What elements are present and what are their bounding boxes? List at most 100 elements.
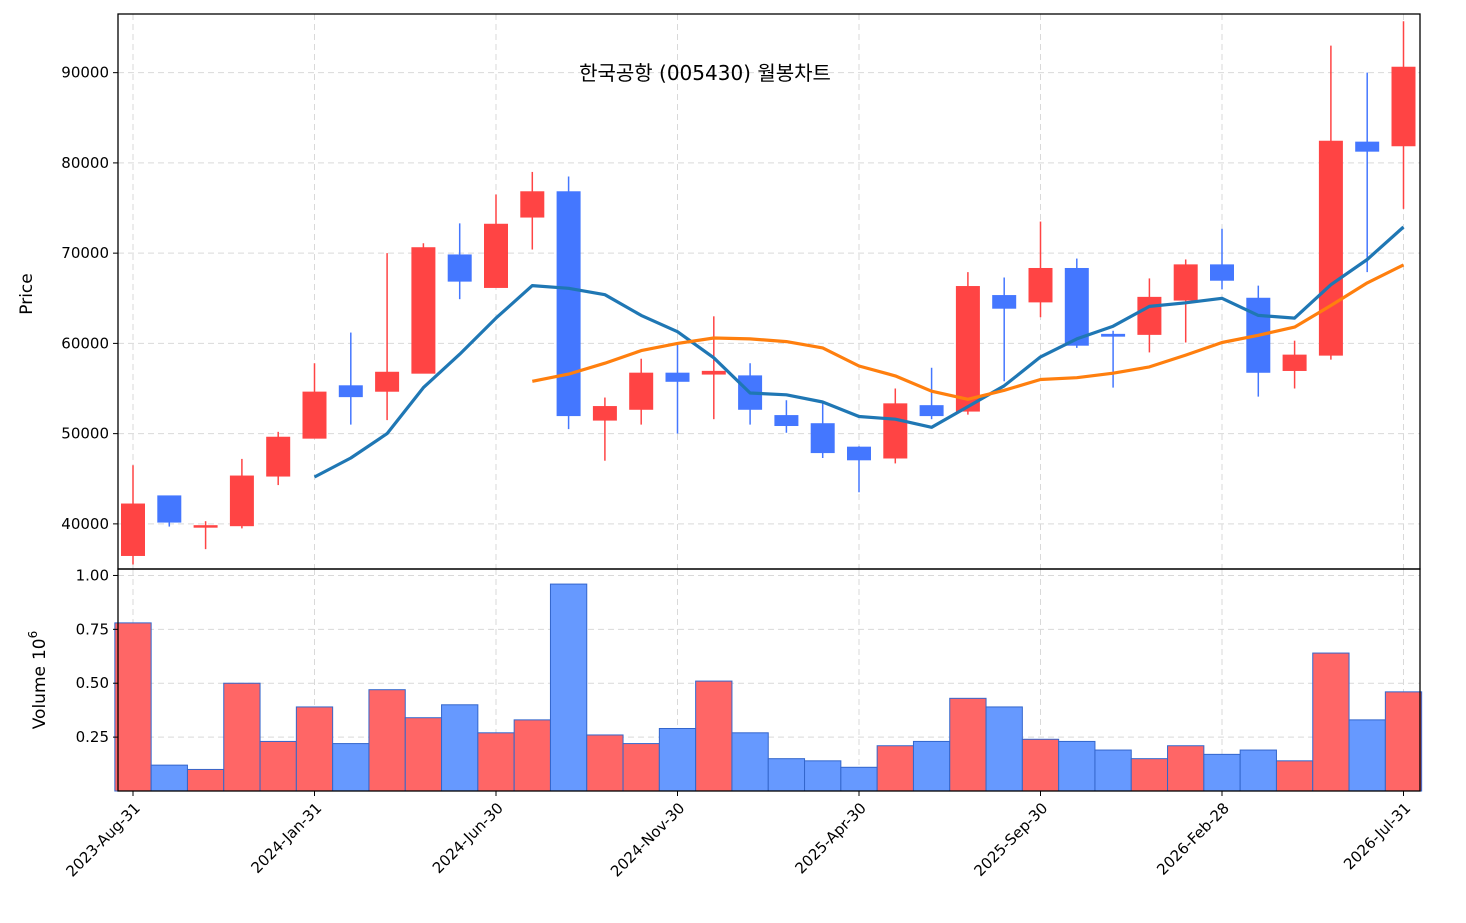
volume-tick-label: 0.50 [76, 674, 109, 692]
volume-bars [114, 583, 1423, 792]
price-axis-label: Price [17, 273, 37, 314]
candle-body [774, 415, 799, 427]
volume-bar [586, 734, 624, 792]
candle-body [556, 191, 581, 417]
candle-body [1210, 264, 1234, 281]
moving-average-line-short [313, 225, 1405, 479]
volume-bar [658, 727, 697, 792]
candle-body [1028, 267, 1053, 303]
volume-bar [876, 745, 914, 792]
x-tick-label: 2024-Nov-30 [607, 799, 688, 880]
chart-title: 한국공항 (005430) 월봉차트 [579, 61, 831, 85]
candle-body [1318, 140, 1343, 356]
price-tick-label: 80000 [61, 154, 109, 172]
volume-bar [1312, 652, 1350, 792]
volume-tick-label: 0.25 [76, 728, 109, 746]
x-tick-label: 2025-Sep-30 [970, 799, 1051, 880]
candle-body [1173, 264, 1198, 301]
candle-body [847, 446, 871, 461]
candle-body [883, 403, 908, 459]
volume-bar [622, 743, 660, 792]
volume-bar [1094, 749, 1132, 792]
volume-bar [985, 706, 1023, 792]
candle-body [229, 475, 254, 527]
candle-body [1355, 141, 1380, 152]
candle-body [992, 295, 1017, 309]
candle-body [1101, 333, 1126, 337]
volume-bar [114, 622, 152, 792]
candle-body [592, 406, 617, 421]
volume-bar [295, 706, 334, 792]
candle-body [520, 191, 545, 218]
candle-body [157, 495, 182, 523]
price-grid [118, 14, 1420, 569]
candle-body [919, 405, 944, 417]
candle-body [955, 286, 980, 412]
candle-body [302, 391, 327, 439]
volume-bar [150, 764, 188, 792]
candle-body [121, 503, 145, 556]
volume-bar [368, 689, 406, 792]
volume-bar [441, 704, 479, 792]
volume-bar [1203, 753, 1241, 792]
volume-tick-label: 0.75 [76, 620, 109, 638]
volume-axis-label-text: Volume [30, 666, 50, 729]
x-tick-label: 2024-Jun-30 [429, 799, 507, 877]
volume-bar [549, 583, 588, 792]
x-axis-ticks: 2023-Aug-31 2024-Jan-31 2024-Jun-30 2024-No… [62, 791, 1414, 880]
candle-body [1064, 267, 1089, 346]
volume-bar [223, 682, 261, 792]
volume-bar [731, 732, 769, 792]
volume-axis-label-exponent: 6 [26, 631, 40, 639]
x-tick-label: 2026-Feb-28 [1153, 799, 1233, 879]
candle-body [447, 254, 472, 282]
volume-bar [477, 732, 515, 792]
price-panel-frame [117, 13, 1421, 570]
volume-tick-label: 1.00 [76, 566, 109, 584]
price-tick-label: 40000 [61, 515, 109, 533]
volume-bar [332, 743, 370, 792]
x-tick-label: 2024-Jan-31 [248, 799, 326, 877]
candle-body [1282, 354, 1307, 371]
price-tick-label: 50000 [61, 425, 109, 443]
volume-bar [1384, 691, 1423, 792]
volume-bar [1130, 758, 1169, 792]
volume-bar [259, 740, 297, 792]
volume-axis-label-base: 10 [30, 638, 50, 660]
volume-bar [513, 719, 551, 792]
volume-bar [949, 697, 987, 792]
volume-bar [804, 760, 842, 792]
volume-bar [404, 717, 443, 792]
volume-bar [1021, 738, 1060, 792]
moving-average-line-long [531, 263, 1405, 401]
candle-body [629, 372, 654, 410]
candle-body [484, 223, 508, 288]
candle-body [1137, 296, 1162, 335]
price-tick-label: 60000 [61, 334, 109, 352]
x-tick-label: 2025-Apr-30 [792, 799, 870, 877]
volume-bar [767, 758, 806, 792]
price-tick-label: 90000 [61, 64, 109, 82]
volume-bar [1275, 760, 1314, 792]
volume-bar [186, 768, 225, 792]
price-axis-ticks: 40000 50000 60000 70000 80000 90000 [61, 64, 118, 533]
candle-body [701, 370, 726, 375]
candle-body [193, 525, 218, 528]
volume-bar [1348, 719, 1386, 792]
candle-body [665, 372, 690, 382]
price-tick-label: 70000 [61, 244, 109, 262]
candle-body [266, 436, 291, 477]
volume-bar [1058, 740, 1096, 792]
candle-body [1391, 66, 1416, 147]
candle-body [411, 247, 436, 374]
moving-average-lines [313, 225, 1405, 479]
x-tick-label: 2023-Aug-31 [62, 799, 143, 880]
volume-bar [695, 680, 733, 792]
candle-body [338, 385, 363, 398]
volume-panel-frame [117, 568, 1421, 792]
volume-axis-label: Volume 106 [26, 631, 50, 730]
candle-body [810, 423, 835, 454]
volume-axis-ticks: 0.25 0.50 0.75 1.00 [76, 566, 118, 746]
volume-bar [840, 766, 878, 792]
